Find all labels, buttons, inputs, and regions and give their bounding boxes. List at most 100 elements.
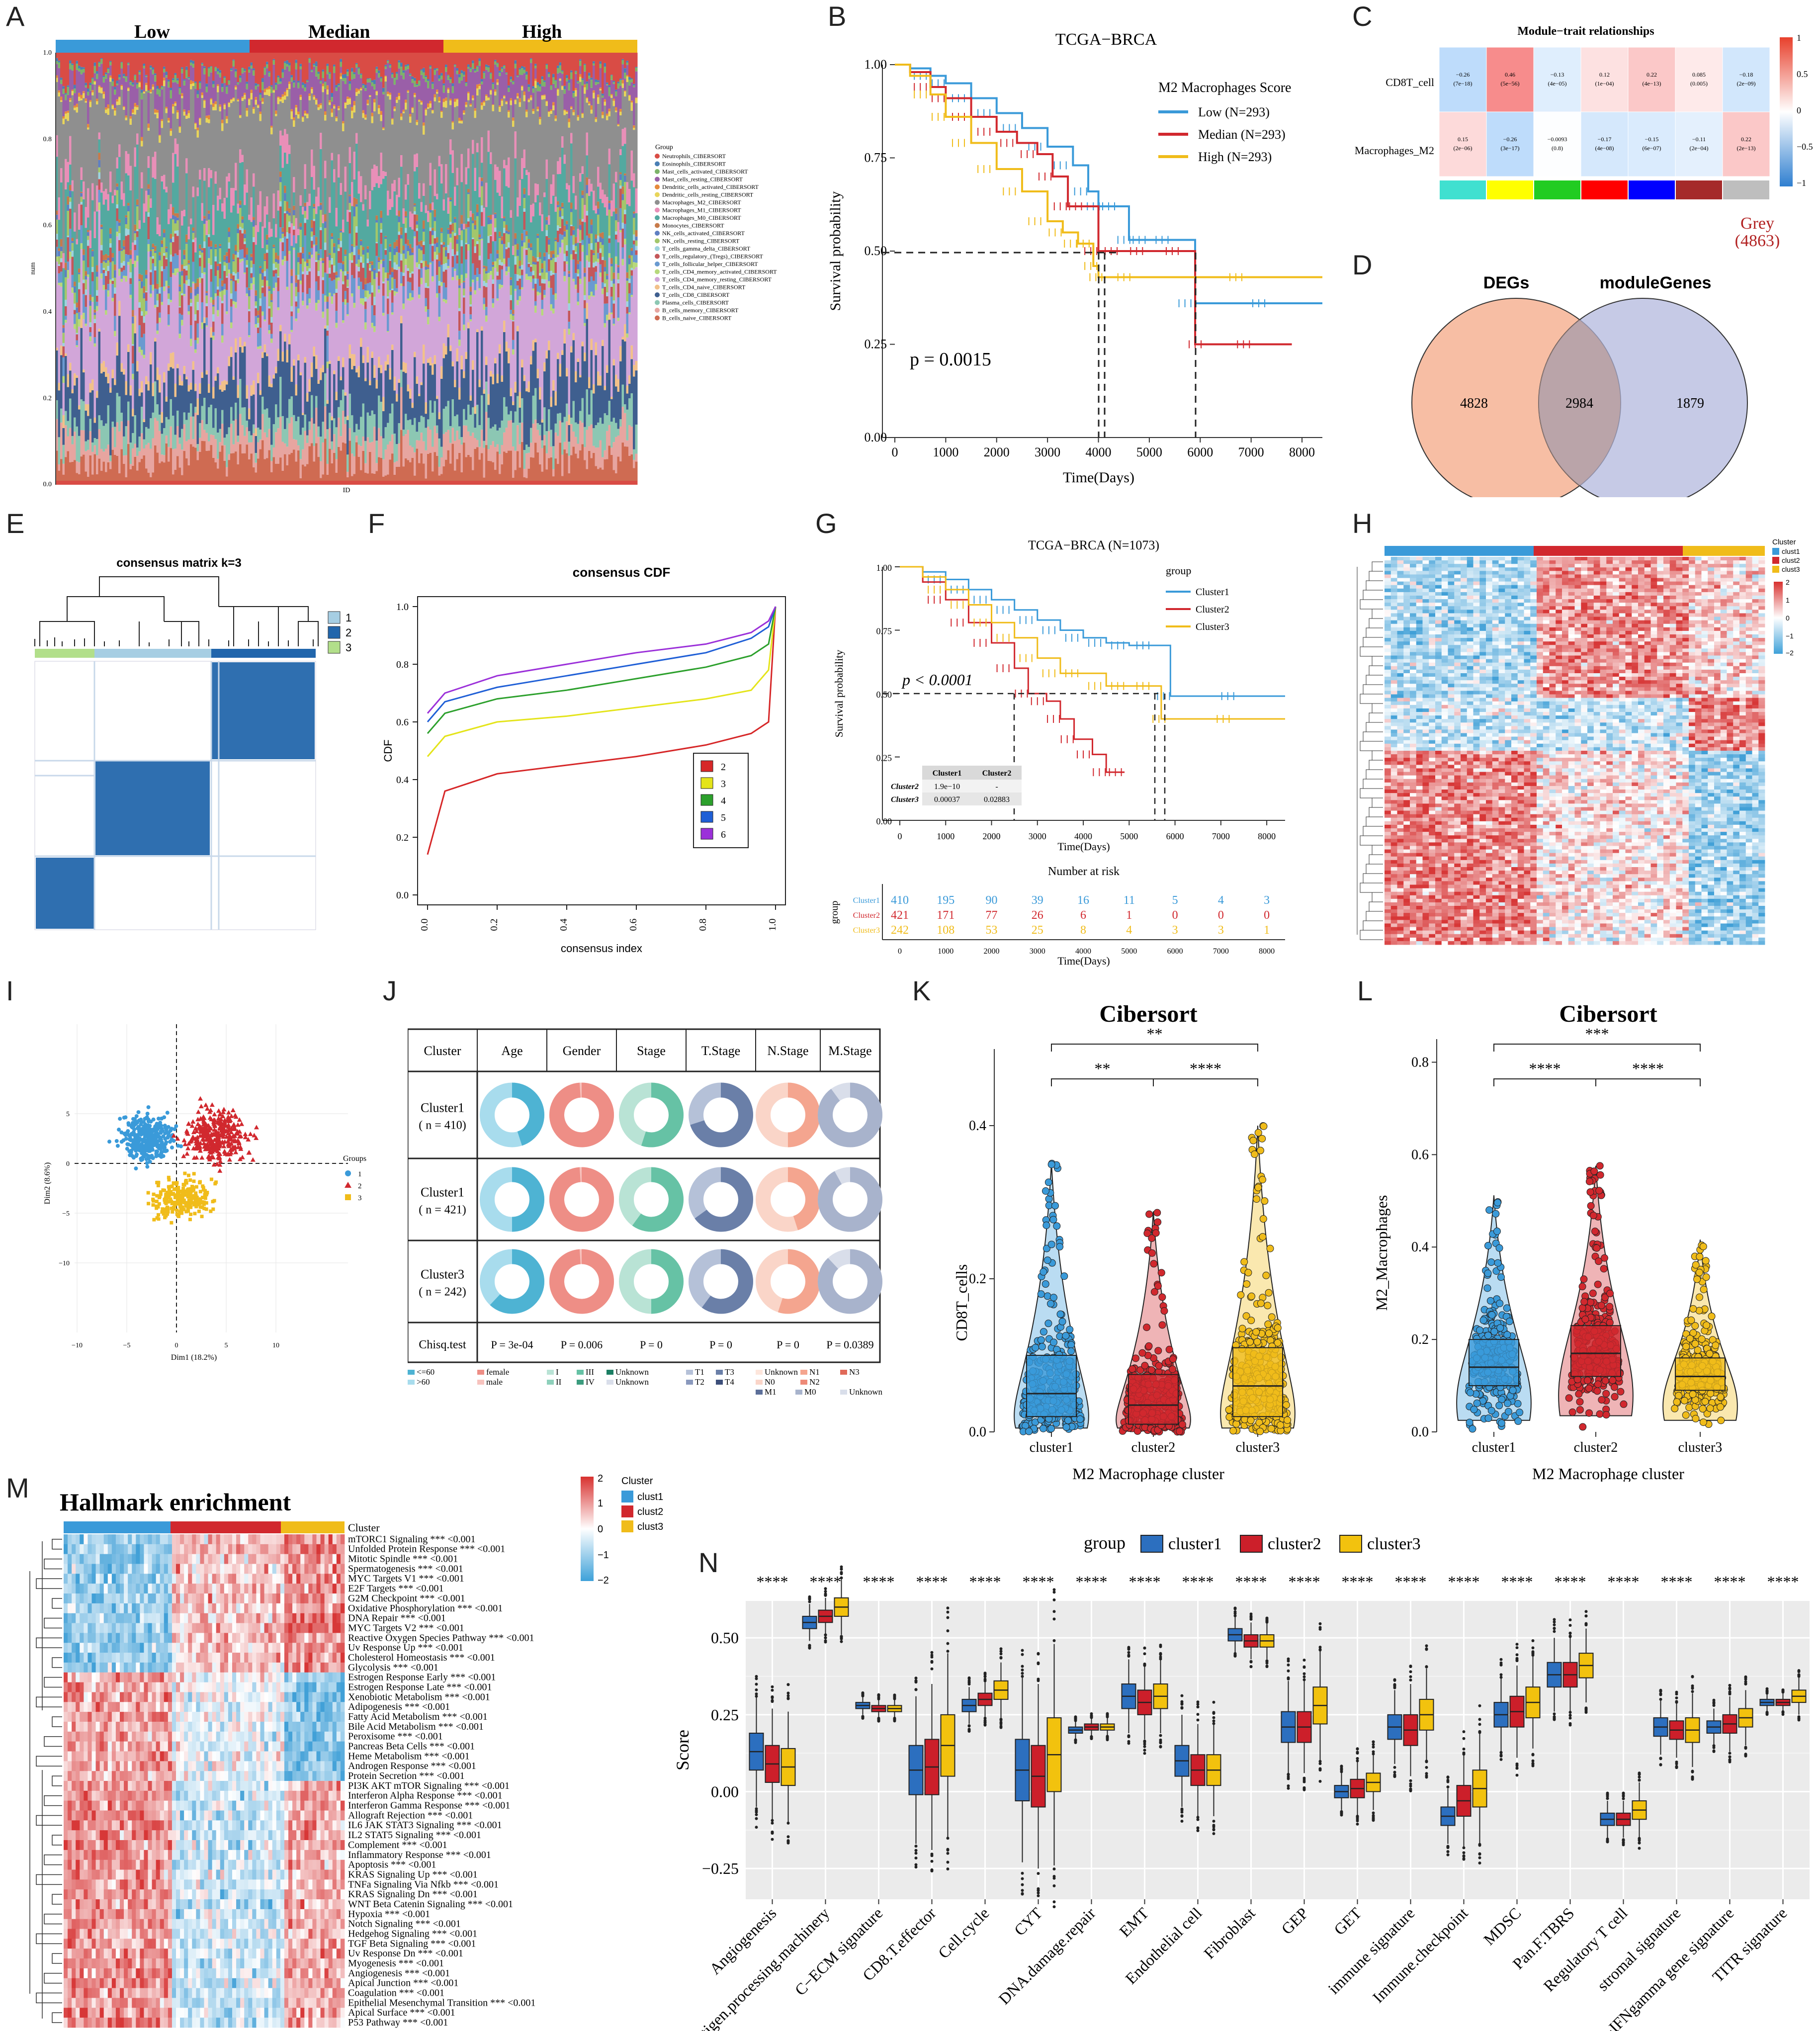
a-legend-swatch xyxy=(655,177,660,182)
c-color-scale: 1 0.5 0 −0.5 −1 xyxy=(1780,33,1813,188)
j-donut-arc xyxy=(818,1082,882,1148)
km-ytick: 0.00 xyxy=(876,816,892,826)
j-donut-arc xyxy=(549,1167,614,1232)
m-pathway-label: Interferon Alpha Response *** <0.001 xyxy=(348,1790,503,1801)
m-pathway-label: KRAS Signaling Dn *** <0.001 xyxy=(348,1889,478,1900)
f-xtick: 0.2 xyxy=(489,919,500,931)
risk-row-label: Cluster3 xyxy=(853,926,880,935)
a-legend-item: Monocytes_CIBERSORT xyxy=(662,222,724,229)
j-legend-swatch xyxy=(800,1370,807,1375)
c-cell-value: 0.085 xyxy=(1692,71,1706,78)
f-cdf-curve-k3 xyxy=(427,606,777,757)
risk-xtick: 4000 xyxy=(1075,947,1091,956)
b-title: TCGA−BRCA xyxy=(1055,30,1157,49)
j-header-6: M.Stage xyxy=(828,1044,871,1058)
j-pvalue: P = 0 xyxy=(640,1338,663,1351)
a-legend-swatch xyxy=(655,169,660,174)
e-title: consensus matrix k=3 xyxy=(116,556,241,570)
km-ytick: 0.50 xyxy=(865,244,887,258)
a-legend-item: Mast_cells_resting_CIBERSORT xyxy=(662,176,743,183)
km-xtick: 3000 xyxy=(1035,445,1060,459)
panel-c-module-trait: Module−trait relationships −0.26 (7e−18) 0… xyxy=(1355,25,1813,249)
m-pathway-label: Estrogen Response Late *** <0.001 xyxy=(348,1681,492,1692)
risk-value: 6 xyxy=(1080,909,1086,922)
c-row-0: CD8T_cell xyxy=(1386,76,1434,88)
f-title: consensus CDF xyxy=(573,565,671,580)
j-row-label: Cluster3 xyxy=(421,1267,464,1282)
box-cluster1 xyxy=(1469,1339,1519,1387)
b-xlabel: Time(Days) xyxy=(1063,469,1134,486)
i-points xyxy=(107,1096,259,1225)
m-scale-1: 1 xyxy=(598,1498,603,1509)
g-pvalue: p < 0.0001 xyxy=(901,671,973,689)
j-header-5: N.Stage xyxy=(767,1044,808,1058)
risk-value: 3 xyxy=(1264,894,1270,907)
violin-ytick: 0.8 xyxy=(1411,1055,1429,1070)
m-legend-1: clust1 xyxy=(637,1492,663,1502)
a-legend-swatch xyxy=(655,215,660,220)
venn-left-count: 4828 xyxy=(1460,396,1488,411)
j-legend-swatch xyxy=(607,1380,613,1385)
km-xtick: 5000 xyxy=(1136,445,1162,459)
g-pw-cell-10: 0.00037 xyxy=(934,795,960,804)
a-legend-swatch xyxy=(655,200,660,205)
risk-row-label: Cluster1 xyxy=(853,896,880,905)
j-legend-item: M0 xyxy=(804,1387,816,1397)
panel-n-boxplot: group cluster1 cluster2 cluster3 −0.25 0.… xyxy=(673,1533,1810,2031)
stacked-bars-area xyxy=(56,53,638,485)
j-legend-item: Unknown xyxy=(849,1387,883,1397)
c-cell-value: −0.26 xyxy=(1456,71,1470,78)
km-ytick: 0.75 xyxy=(876,626,892,636)
violin-xtick: cluster2 xyxy=(1574,1440,1618,1455)
a-legend: Neutrophils_CIBERSORTEosinophils_CIBERSO… xyxy=(655,153,777,322)
panel-label-g: G xyxy=(815,507,837,539)
j-legend-item: Unknown xyxy=(615,1377,649,1387)
j-donut-arc xyxy=(694,1167,753,1232)
g-xlabel: Time(Days) xyxy=(1057,840,1110,853)
j-donut-arc xyxy=(787,1082,820,1148)
risk-xtick: 5000 xyxy=(1121,947,1137,956)
f-ytick: 0.6 xyxy=(396,717,409,728)
km-xtick: 2000 xyxy=(984,445,1010,459)
m-pathway-label: Pancreas Beta Cells *** <0.001 xyxy=(348,1741,475,1752)
n-sig: **** xyxy=(916,1573,948,1590)
m-pathway-label: Inflammatory Response *** <0.001 xyxy=(348,1850,491,1860)
f-legend-label: 5 xyxy=(721,812,726,823)
h-scale-2: 0 xyxy=(1786,614,1790,622)
risk-value: 4 xyxy=(1218,894,1224,907)
g-legend-c3: Cluster3 xyxy=(1196,621,1229,632)
risk-value: 0 xyxy=(1264,909,1270,922)
violin-ytick: 0.4 xyxy=(1411,1239,1429,1255)
violin-ytick: 0.4 xyxy=(969,1118,986,1134)
j-legend-item: IV xyxy=(586,1377,595,1387)
a-legend-title: Group xyxy=(655,144,673,151)
box-cluster1 xyxy=(1026,1355,1077,1417)
n-ytick: 0.25 xyxy=(711,1706,739,1724)
j-legend-item: Unknown xyxy=(615,1367,649,1377)
j-legend-item: T1 xyxy=(695,1367,704,1377)
n-sig: **** xyxy=(1342,1573,1374,1590)
c-cell-value: 0.15 xyxy=(1458,136,1468,143)
j-legend-item: T4 xyxy=(725,1377,734,1387)
panel-k-violin: Cibersort 0.0 0.2 0.4 cluster1 cluster2 clust… xyxy=(953,1001,1296,1482)
f-legend-label: 4 xyxy=(721,795,726,806)
f-legend-swatch xyxy=(700,760,713,772)
a-legend-swatch xyxy=(655,154,660,159)
m-pathway-label: Coagulation *** <0.001 xyxy=(348,1988,444,1999)
a-legend-item: T_cells_follicular_helper_CIBERSORT xyxy=(662,261,758,267)
j-legend-item: II xyxy=(556,1377,562,1387)
c-row-1: Macrophages_M2 xyxy=(1355,144,1434,157)
j-legend-item: female xyxy=(486,1367,509,1377)
g-axes: 0 1000 2000 3000 4000 5000 6000 7000 8000 0.00 0.2… xyxy=(876,563,1276,841)
m-pathway-label: MYC Targets V1 *** <0.001 xyxy=(348,1573,464,1584)
j-donut-arc xyxy=(632,1167,684,1232)
c-module-swatch xyxy=(1629,180,1675,199)
a-legend-item: NK_cells_activated_CIBERSORT xyxy=(662,230,745,237)
panel-e-consensus: consensus matrix k=3 1 2 3 xyxy=(34,556,351,930)
e-block-2 xyxy=(95,761,210,855)
a-legend-item: Macrophages_M0_CIBERSORT xyxy=(662,214,741,221)
km-curve-cluster3 xyxy=(900,566,1285,720)
m-legend-2: clust2 xyxy=(637,1506,663,1517)
j-legend-swatch xyxy=(547,1380,554,1385)
risk-value: 242 xyxy=(891,924,909,937)
